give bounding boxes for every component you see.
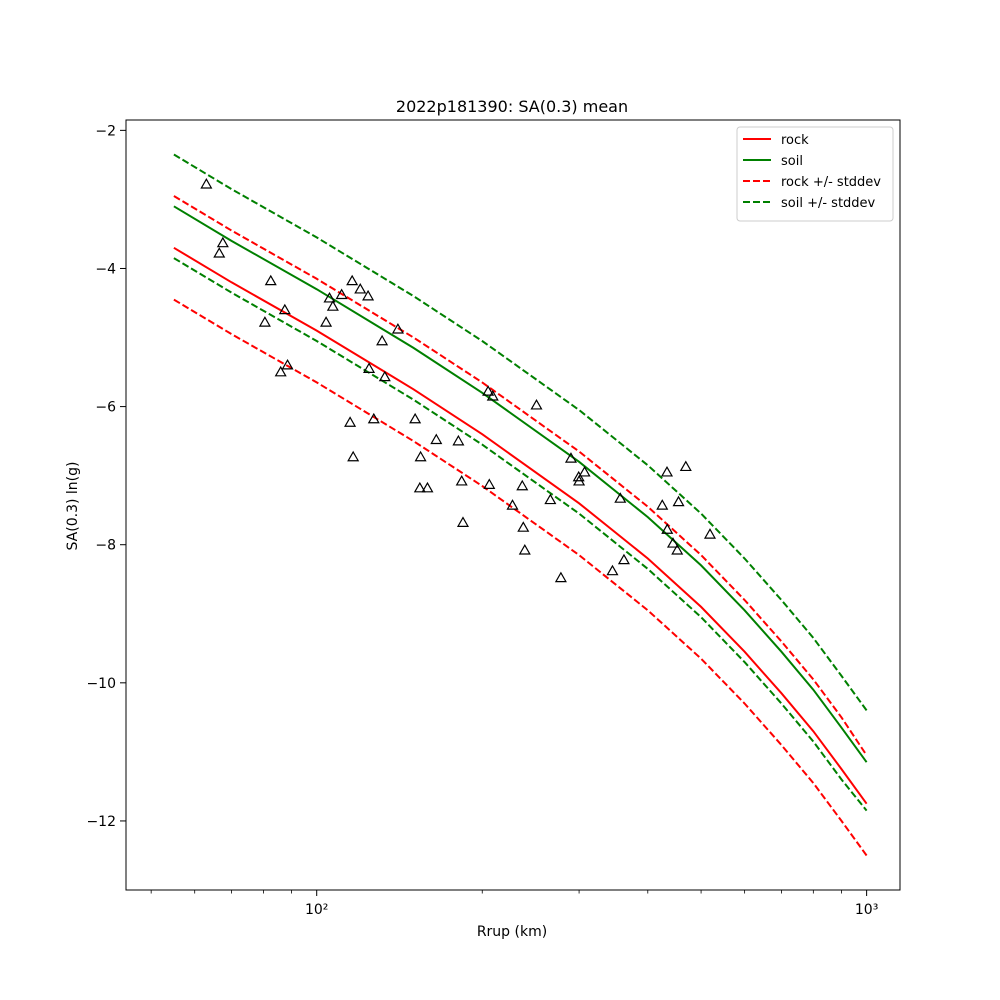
observation-marker — [258, 316, 271, 327]
y-tick-label: −4 — [95, 261, 116, 277]
y-tick-label: −2 — [95, 123, 116, 139]
y-axis: −12 −10 −8 −6 −4 −2 — [86, 123, 126, 830]
observation-marker — [278, 303, 291, 315]
observation-marker — [378, 370, 391, 382]
observation-marker — [391, 323, 404, 334]
observation-marker — [346, 274, 359, 286]
observation-marker — [679, 460, 692, 472]
observation-marker — [264, 274, 277, 286]
observation-marker — [413, 481, 426, 493]
y-axis-label: SA(0.3) ln(g) — [65, 462, 81, 551]
observation-marker — [617, 553, 630, 565]
observation-marker — [554, 571, 567, 583]
observation-marker — [578, 465, 591, 477]
series-line-4 — [173, 153, 868, 711]
y-tick-label: −8 — [95, 538, 116, 554]
observation-marker — [213, 247, 226, 258]
series-line-0 — [173, 246, 868, 805]
observation-marker — [347, 450, 360, 462]
chart-title: 2022p181390: SA(0.3) mean — [396, 97, 628, 116]
legend-entry-label: soil +/- stddev — [781, 196, 876, 211]
observation-marker — [486, 390, 499, 401]
observation-marker — [517, 521, 530, 532]
series-line-5 — [173, 257, 868, 812]
observation-marker — [216, 236, 229, 248]
observation-marker — [362, 289, 375, 301]
observation-marker — [452, 434, 465, 446]
legend-entry-label: rock +/- stddev — [781, 175, 881, 190]
observation-marker — [320, 316, 333, 327]
observation-marker — [544, 493, 557, 505]
legend-entry-label: soil — [781, 154, 803, 169]
observation-marker — [456, 516, 470, 527]
observation-marker — [660, 465, 674, 477]
x-axis: 10² 10³ — [150, 890, 878, 918]
observation-marker — [335, 288, 348, 300]
y-tick-label: −12 — [86, 814, 116, 830]
observation-marker — [506, 499, 519, 510]
observation-marker — [323, 291, 336, 303]
observation-marker — [614, 492, 627, 503]
plot-frame — [125, 119, 901, 891]
observation-marker — [354, 282, 367, 294]
observation-marker — [409, 412, 422, 424]
observation-marker — [530, 399, 543, 410]
y-tick-label: −6 — [95, 400, 116, 416]
observation-marker — [344, 416, 357, 427]
observation-marker — [661, 523, 674, 534]
observation-marker — [666, 537, 680, 548]
legend: rock soil rock +/- stddev soil +/- stddev — [736, 126, 894, 222]
observation-marker — [671, 544, 684, 555]
legend-box — [736, 126, 894, 222]
observation-marker — [656, 499, 669, 510]
series-line-3 — [173, 298, 868, 857]
observation-marker — [518, 544, 531, 555]
legend-entry-label: rock — [781, 133, 809, 148]
observation-marker — [516, 479, 529, 491]
observation-marker — [482, 385, 495, 396]
observation-marker — [573, 474, 586, 486]
observation-marker — [326, 300, 339, 311]
observation-marker — [703, 528, 717, 539]
x-axis-label: Rrup (km) — [477, 924, 547, 940]
x-tick-label: 10³ — [855, 902, 878, 918]
observation-marker — [421, 481, 434, 493]
observation-marker — [363, 362, 376, 373]
observation-marker — [200, 178, 213, 189]
observation-marker — [414, 450, 427, 462]
x-tick-label: 10² — [305, 902, 328, 918]
observation-marker — [281, 358, 294, 370]
observation-marker — [274, 365, 287, 377]
observation-marker — [606, 564, 619, 576]
y-tick-label: −10 — [86, 676, 116, 692]
plot-area — [125, 119, 901, 891]
observation-marker — [367, 412, 380, 424]
observation-marker — [376, 334, 389, 346]
observation-marker — [455, 474, 468, 486]
series-line-2 — [173, 195, 868, 756]
observation-marker — [564, 452, 578, 463]
observation-marker — [483, 478, 496, 489]
series-line-1 — [173, 205, 868, 763]
observation-marker — [430, 433, 443, 445]
observation-marker — [672, 495, 685, 507]
